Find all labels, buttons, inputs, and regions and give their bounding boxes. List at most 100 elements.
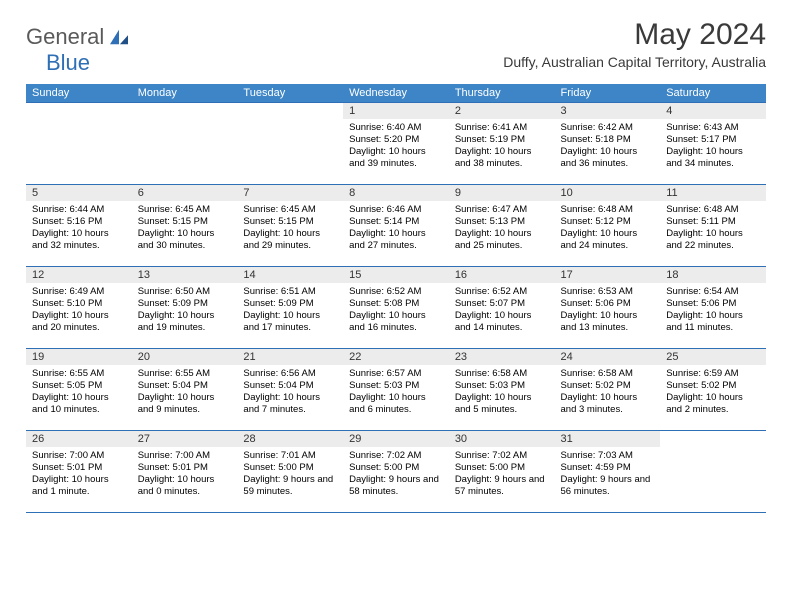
day-cell: 19Sunrise: 6:55 AMSunset: 5:05 PMDayligh… [26,349,132,431]
day-number: 14 [237,267,343,283]
day-details: Sunrise: 7:01 AMSunset: 5:00 PMDaylight:… [237,447,343,502]
sunrise-text: Sunrise: 6:54 AM [666,286,760,298]
day-details: Sunrise: 7:00 AMSunset: 5:01 PMDaylight:… [26,447,132,502]
day-cell: 18Sunrise: 6:54 AMSunset: 5:06 PMDayligh… [660,267,766,349]
sunrise-text: Sunrise: 6:42 AM [561,122,655,134]
day-cell: 28Sunrise: 7:01 AMSunset: 5:00 PMDayligh… [237,431,343,513]
sunset-text: Sunset: 5:08 PM [349,298,443,310]
day-details: Sunrise: 7:02 AMSunset: 5:00 PMDaylight:… [343,447,449,502]
day-cell: 8Sunrise: 6:46 AMSunset: 5:14 PMDaylight… [343,185,449,267]
daylight-text: Daylight: 10 hours and 25 minutes. [455,228,549,252]
location-text: Duffy, Australian Capital Territory, Aus… [503,54,766,70]
day-cell: 21Sunrise: 6:56 AMSunset: 5:04 PMDayligh… [237,349,343,431]
day-number [26,103,132,119]
sunrise-text: Sunrise: 6:52 AM [455,286,549,298]
day-cell: 12Sunrise: 6:49 AMSunset: 5:10 PMDayligh… [26,267,132,349]
day-number: 13 [132,267,238,283]
day-cell: 27Sunrise: 7:00 AMSunset: 5:01 PMDayligh… [132,431,238,513]
sunset-text: Sunset: 5:09 PM [138,298,232,310]
day-details: Sunrise: 6:45 AMSunset: 5:15 PMDaylight:… [132,201,238,256]
day-cell: 25Sunrise: 6:59 AMSunset: 5:02 PMDayligh… [660,349,766,431]
day-number: 4 [660,103,766,119]
day-cell: 29Sunrise: 7:02 AMSunset: 5:00 PMDayligh… [343,431,449,513]
day-details: Sunrise: 6:45 AMSunset: 5:15 PMDaylight:… [237,201,343,256]
dayhead-fri: Friday [555,84,661,103]
daylight-text: Daylight: 9 hours and 57 minutes. [455,474,549,498]
day-cell [660,431,766,513]
day-details: Sunrise: 6:43 AMSunset: 5:17 PMDaylight:… [660,119,766,174]
sunset-text: Sunset: 5:17 PM [666,134,760,146]
sunset-text: Sunset: 5:15 PM [138,216,232,228]
week-row: 26Sunrise: 7:00 AMSunset: 5:01 PMDayligh… [26,431,766,513]
sunset-text: Sunset: 5:02 PM [666,380,760,392]
day-number: 23 [449,349,555,365]
day-number [132,103,238,119]
daylight-text: Daylight: 9 hours and 56 minutes. [561,474,655,498]
sunrise-text: Sunrise: 6:58 AM [455,368,549,380]
daylight-text: Daylight: 10 hours and 10 minutes. [32,392,126,416]
day-cell [26,103,132,185]
week-row: 19Sunrise: 6:55 AMSunset: 5:05 PMDayligh… [26,349,766,431]
day-details: Sunrise: 6:50 AMSunset: 5:09 PMDaylight:… [132,283,238,338]
day-number [660,431,766,447]
day-details: Sunrise: 6:42 AMSunset: 5:18 PMDaylight:… [555,119,661,174]
dayhead-tue: Tuesday [237,84,343,103]
sunrise-text: Sunrise: 7:00 AM [138,450,232,462]
sunset-text: Sunset: 5:20 PM [349,134,443,146]
logo-text-general: General [26,24,104,50]
daylight-text: Daylight: 10 hours and 9 minutes. [138,392,232,416]
sunrise-text: Sunrise: 6:56 AM [243,368,337,380]
day-number: 28 [237,431,343,447]
sunrise-text: Sunrise: 6:59 AM [666,368,760,380]
day-number: 21 [237,349,343,365]
dayhead-mon: Monday [132,84,238,103]
day-details: Sunrise: 6:52 AMSunset: 5:08 PMDaylight:… [343,283,449,338]
day-cell: 31Sunrise: 7:03 AMSunset: 4:59 PMDayligh… [555,431,661,513]
daylight-text: Daylight: 9 hours and 59 minutes. [243,474,337,498]
dayhead-sun: Sunday [26,84,132,103]
sunrise-text: Sunrise: 6:55 AM [32,368,126,380]
day-number: 8 [343,185,449,201]
day-number: 11 [660,185,766,201]
daylight-text: Daylight: 10 hours and 1 minute. [32,474,126,498]
day-number: 29 [343,431,449,447]
sunset-text: Sunset: 5:05 PM [32,380,126,392]
daylight-text: Daylight: 10 hours and 22 minutes. [666,228,760,252]
month-title: May 2024 [503,18,766,52]
day-cell: 16Sunrise: 6:52 AMSunset: 5:07 PMDayligh… [449,267,555,349]
sunset-text: Sunset: 5:00 PM [243,462,337,474]
daylight-text: Daylight: 10 hours and 0 minutes. [138,474,232,498]
day-number: 1 [343,103,449,119]
sunrise-text: Sunrise: 6:48 AM [666,204,760,216]
day-details: Sunrise: 6:46 AMSunset: 5:14 PMDaylight:… [343,201,449,256]
sunrise-text: Sunrise: 7:02 AM [455,450,549,462]
sunset-text: Sunset: 5:03 PM [349,380,443,392]
day-number: 5 [26,185,132,201]
sunrise-text: Sunrise: 6:40 AM [349,122,443,134]
sunset-text: Sunset: 5:11 PM [666,216,760,228]
day-details: Sunrise: 6:56 AMSunset: 5:04 PMDaylight:… [237,365,343,420]
day-cell: 4Sunrise: 6:43 AMSunset: 5:17 PMDaylight… [660,103,766,185]
dayhead-thu: Thursday [449,84,555,103]
day-cell: 11 Sunrise: 6:48 AMSunset: 5:11 PMDayligh… [660,185,766,267]
sunset-text: Sunset: 5:03 PM [455,380,549,392]
day-number: 9 [449,185,555,201]
sunrise-text: Sunrise: 7:02 AM [349,450,443,462]
day-details: Sunrise: 6:58 AMSunset: 5:02 PMDaylight:… [555,365,661,420]
day-cell: 1 Sunrise: 6:40 AMSunset: 5:20 PMDaylight… [343,103,449,185]
sunset-text: Sunset: 5:02 PM [561,380,655,392]
daylight-text: Daylight: 10 hours and 20 minutes. [32,310,126,334]
day-cell: 30Sunrise: 7:02 AMSunset: 5:00 PMDayligh… [449,431,555,513]
day-cell: 17Sunrise: 6:53 AMSunset: 5:06 PMDayligh… [555,267,661,349]
day-number: 2 [449,103,555,119]
day-details: Sunrise: 6:52 AMSunset: 5:07 PMDaylight:… [449,283,555,338]
dayhead-wed: Wednesday [343,84,449,103]
day-number: 10 [555,185,661,201]
sunrise-text: Sunrise: 6:47 AM [455,204,549,216]
day-number: 20 [132,349,238,365]
logo: General [26,24,132,50]
day-number: 16 [449,267,555,283]
daylight-text: Daylight: 10 hours and 39 minutes. [349,146,443,170]
logo-text-blue: Blue [46,50,90,76]
sunset-text: Sunset: 5:10 PM [32,298,126,310]
